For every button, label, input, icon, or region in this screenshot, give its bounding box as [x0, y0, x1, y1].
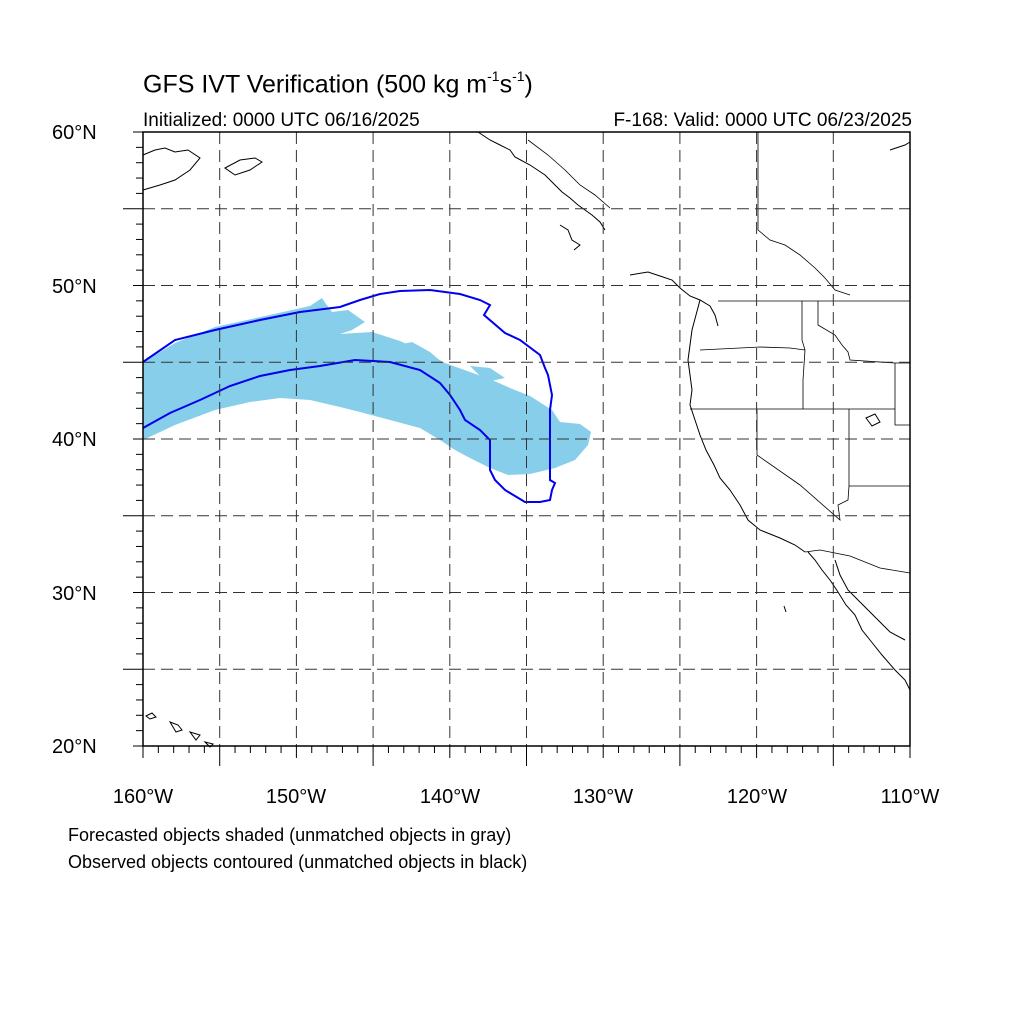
- lon-label-150w: 150°W: [265, 786, 327, 808]
- political-borders: [527, 132, 911, 574]
- valid-time: F-168: Valid: 0000 UTC 06/23/2025: [613, 110, 912, 131]
- observed-ivt-contour: [142, 288, 557, 503]
- lat-label-20n: 20°N: [52, 736, 97, 758]
- legend-observed-note: Observed objects contoured (unmatched ob…: [68, 852, 528, 872]
- lat-label-60n: 60°N: [52, 122, 97, 144]
- map-title: GFS IVT Verification (500 kg m-1s-1): [143, 68, 533, 99]
- lon-label-160w: 160°W: [112, 786, 174, 808]
- axis-tick-marks: [123, 131, 911, 766]
- legend-forecast-note: Forecasted objects shaded (unmatched obj…: [68, 825, 512, 845]
- lat-lon-gridlines: [143, 132, 910, 746]
- lat-label-40n: 40°N: [52, 429, 97, 451]
- lon-label-120w: 120°W: [726, 786, 788, 808]
- coastlines: [142, 131, 911, 748]
- forecast-ivt-fragment: [470, 366, 505, 382]
- forecast-ivt-object: [143, 298, 591, 475]
- lon-label-110w: 110°W: [880, 786, 940, 808]
- lat-label-30n: 30°N: [52, 583, 97, 605]
- map-frame: [142, 131, 911, 747]
- forecast-ivt-fragment: [398, 342, 444, 364]
- lon-label-140w: 140°W: [419, 786, 481, 808]
- lat-label-50n: 50°N: [52, 276, 97, 298]
- lon-label-130w: 130°W: [572, 786, 634, 808]
- initialized-time: Initialized: 0000 UTC 06/16/2025: [143, 110, 420, 131]
